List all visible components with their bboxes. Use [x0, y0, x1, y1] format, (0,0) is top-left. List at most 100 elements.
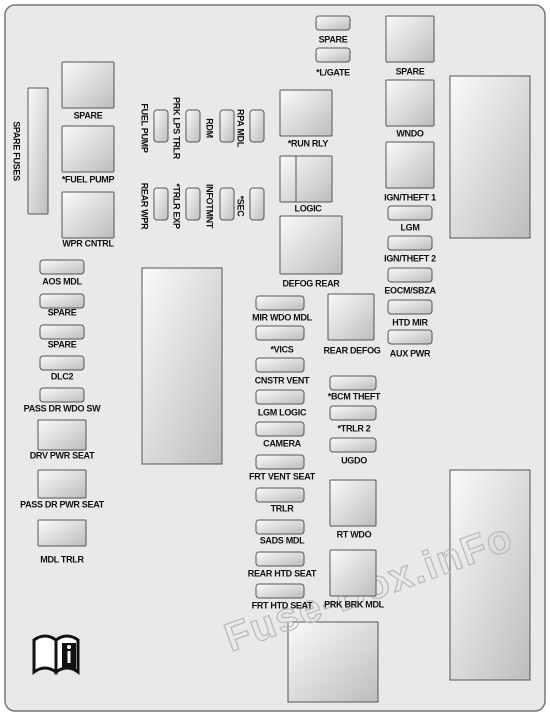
fuse-label: REAR DEFOG: [323, 345, 380, 355]
fuse-label: DRV PWR SEAT: [30, 450, 95, 460]
fuse: [219, 109, 235, 143]
fuse-label: AOS MDL: [42, 276, 82, 286]
fuse-label: MIR WDO MDL: [252, 312, 312, 322]
fuse: [37, 419, 87, 451]
fuse: [329, 405, 377, 421]
fuse-label: *TRLR 2: [338, 423, 371, 433]
fuse: [387, 205, 433, 221]
fuse-label: LGM LOGIC: [258, 407, 307, 417]
fuse: [255, 325, 305, 341]
fuse-label: UGDO: [341, 455, 367, 465]
fuse-label: SPARE: [48, 339, 77, 349]
fuse: [39, 355, 85, 371]
fuse: [255, 357, 305, 373]
fuse-label: *BCM THEFT: [328, 391, 381, 401]
fuse: [153, 109, 169, 143]
fuse: [255, 551, 305, 567]
fuse: [255, 389, 305, 405]
fuse-label: AUX PWR: [390, 348, 431, 358]
fuse-label: WPR CNTRL: [62, 238, 114, 248]
fuse: [255, 583, 305, 599]
fuse: [39, 387, 85, 403]
fuse: [61, 191, 115, 239]
block: [449, 469, 531, 681]
fuse-label: PRK BRK MDL: [324, 599, 384, 609]
fuse: [387, 235, 433, 251]
fuse-label: *RUN RLY: [288, 138, 329, 148]
fuse: [279, 89, 333, 137]
fuse-label: PASS DR PWR SEAT: [20, 499, 105, 509]
fuse: [185, 109, 201, 143]
fuse: [61, 125, 115, 173]
fuse: [249, 109, 265, 143]
fuse-label: RPA MDL: [236, 109, 246, 148]
fuse: [329, 479, 377, 527]
fuse-label: *TRLR EXP: [172, 183, 182, 229]
fuse-label: REAR WPR: [140, 183, 150, 230]
fuse: [385, 79, 435, 127]
fuse: [153, 187, 169, 221]
fuse-label: SPARE: [396, 66, 425, 76]
fuse: [387, 299, 433, 315]
fuse: [387, 267, 433, 283]
fuse-label: INFOTMNT: [205, 184, 215, 229]
fuse-label: PASS DR WDO SW: [24, 403, 101, 413]
fuse: [385, 15, 435, 63]
fuse: [39, 259, 85, 275]
fuse: [39, 293, 85, 309]
fuse: [329, 549, 377, 597]
fuse-label: IGN/THEFT 2: [384, 253, 436, 263]
manual-icon: [32, 634, 80, 675]
fuse-label: LGM: [400, 222, 419, 232]
fuse-label: CAMERA: [263, 438, 301, 448]
fuse-label: SPARE: [74, 110, 103, 120]
fuse-label: EOCM/SBZA: [384, 285, 436, 295]
fuse: [255, 421, 305, 437]
fuse: [329, 437, 377, 453]
fuse-label: RDM: [205, 118, 215, 138]
block: [141, 267, 223, 465]
fuse: [255, 295, 305, 311]
fuse: [37, 519, 87, 547]
fuse: [329, 375, 377, 391]
fuse-label: SPARE: [48, 307, 77, 317]
fuse-label: *L/GATE: [316, 67, 350, 77]
fuse: [315, 15, 351, 31]
fuse: [255, 454, 305, 470]
fuse-label: SADS MDL: [260, 535, 305, 545]
fuse: [385, 141, 435, 189]
fuse-label: SPARE FUSES: [12, 121, 22, 181]
fuse-label: CNSTR VENT: [255, 375, 310, 385]
fuse-label: DEFOG REAR: [282, 278, 340, 288]
fuse: [61, 61, 115, 109]
fuse: [37, 469, 87, 499]
fuse-label: TRLR: [271, 503, 295, 513]
fuse-label: PRK LPS TRLR: [172, 97, 182, 160]
fuse-label: MDL TRLR: [40, 554, 84, 564]
fuse-label: LOGIC: [295, 203, 323, 213]
fuse-label: FRT VENT SEAT: [249, 471, 316, 481]
fuse: [327, 293, 375, 341]
fuse-label: DLC2: [51, 371, 74, 381]
fuse-label: *VICS: [270, 344, 293, 354]
fuse-label: IGN/THEFT 1: [384, 192, 436, 202]
fuse-label: FUEL PUMP: [140, 103, 150, 152]
block: [449, 75, 531, 239]
fuse: [39, 324, 85, 340]
fuse-label: HTD MIR: [392, 317, 428, 327]
fuse-label: WNDO: [396, 128, 424, 138]
fuse: [315, 47, 351, 63]
fuse: [27, 87, 49, 215]
fuse-label: FRT HTD SEAT: [252, 600, 314, 610]
fuse-label: REAR HTD SEAT: [248, 568, 317, 578]
fuse: [255, 487, 305, 503]
fuse-label: SPARE: [319, 34, 348, 44]
fuse: [279, 155, 333, 203]
fuse: [249, 187, 265, 221]
fuse: [219, 187, 235, 221]
fuse: [387, 329, 433, 345]
fuse-label: *SEC: [236, 196, 246, 218]
fuse: [185, 187, 201, 221]
fuse: [255, 519, 305, 535]
